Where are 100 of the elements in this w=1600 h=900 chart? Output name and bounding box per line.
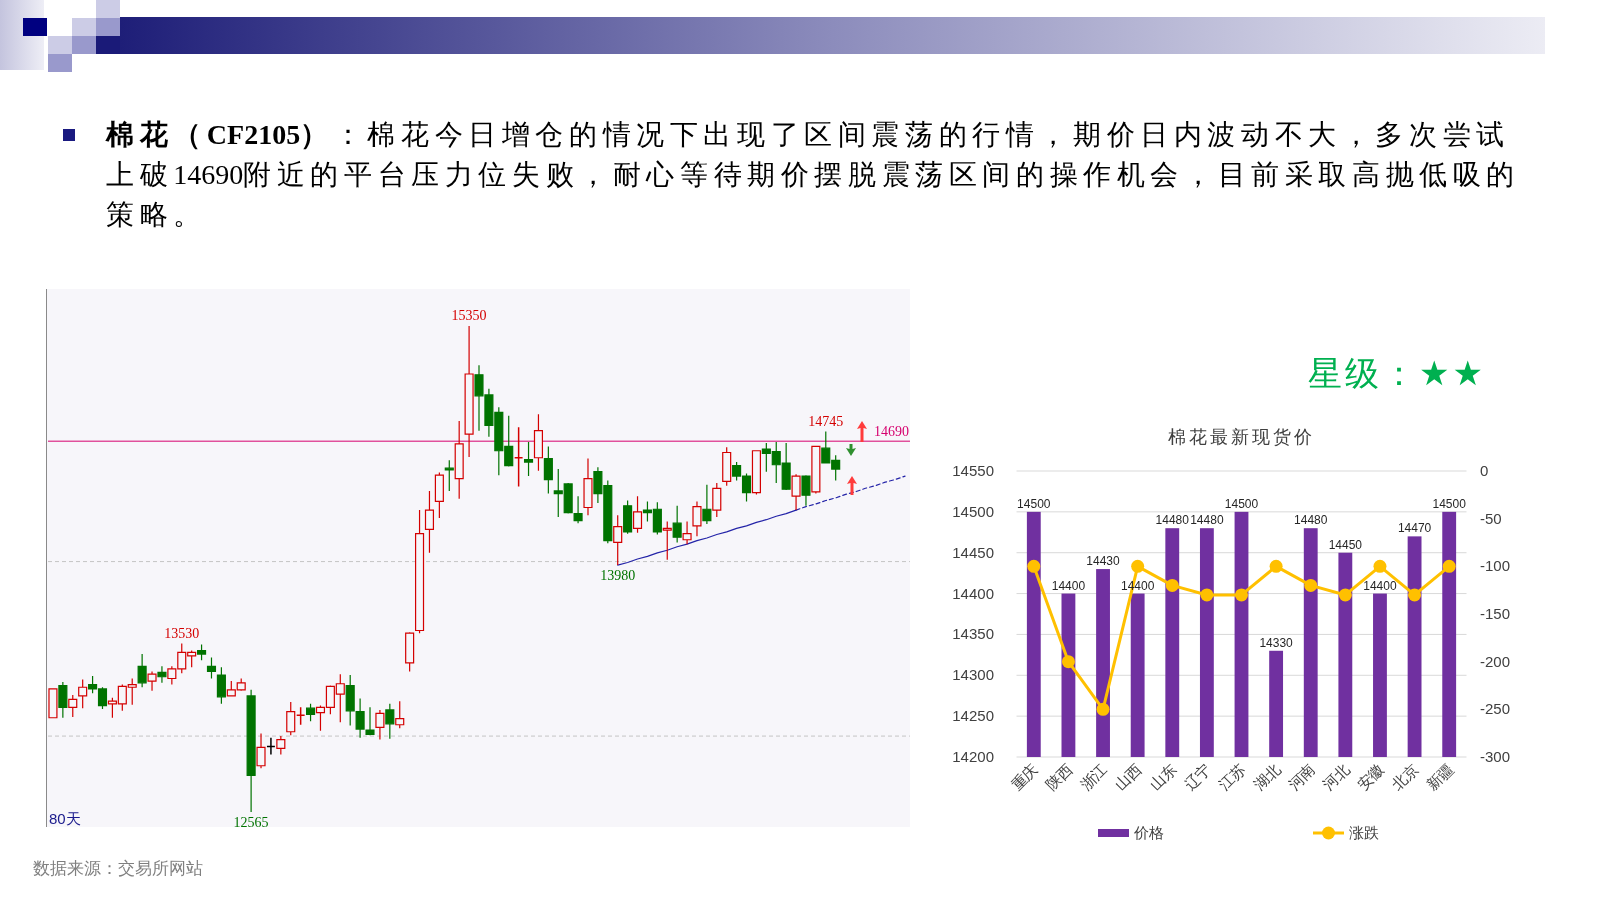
candlestick xyxy=(286,701,296,736)
point xyxy=(1442,559,1456,573)
candlestick xyxy=(751,450,761,495)
candlestick xyxy=(523,441,534,477)
y-tick-label: 14500 xyxy=(952,502,994,520)
x-tick-label: 湖北 xyxy=(1250,760,1284,794)
data-label: 14480 xyxy=(1190,513,1224,528)
x-tick-label: 河南 xyxy=(1284,760,1318,794)
data-label: 14400 xyxy=(1051,578,1086,593)
candlestick xyxy=(662,520,672,561)
candlestick xyxy=(256,732,266,769)
candlestick xyxy=(216,666,226,705)
data-label: 14400 xyxy=(1363,578,1397,593)
data-label: 14450 xyxy=(1328,537,1363,552)
x-tick-label: 山东 xyxy=(1146,760,1180,794)
x-tick-label: 山西 xyxy=(1111,760,1145,794)
point xyxy=(1338,588,1352,602)
point xyxy=(1096,702,1110,716)
y2-tick-label: -100 xyxy=(1480,557,1511,575)
ref-line-label: 14690 xyxy=(874,424,909,440)
candlestick xyxy=(58,681,68,719)
y-tick-label: 14400 xyxy=(952,584,994,602)
candlestick xyxy=(395,700,405,729)
annotation: 80天 xyxy=(49,810,81,827)
candlestick xyxy=(405,631,415,673)
x-tick-label: 河北 xyxy=(1319,760,1353,794)
point xyxy=(1200,588,1214,602)
y2-tick-label: -200 xyxy=(1480,652,1511,670)
candlestick xyxy=(712,482,722,518)
candlestick xyxy=(513,426,524,488)
point xyxy=(1131,559,1145,573)
candlestick xyxy=(137,653,147,688)
candlestick xyxy=(811,445,821,495)
candlestick xyxy=(672,505,682,543)
y-tick-label: 14250 xyxy=(952,707,994,725)
legend-label: 价格 xyxy=(1133,824,1164,841)
y2-tick-label: -50 xyxy=(1480,509,1502,527)
candlestick xyxy=(385,703,395,740)
x-tick-label: 浙江 xyxy=(1076,760,1111,794)
x-tick-label: 江苏 xyxy=(1215,760,1249,794)
data-label: 14500 xyxy=(1017,496,1051,511)
x-tick-label: 新疆 xyxy=(1423,760,1457,794)
y2-tick-label: -150 xyxy=(1480,605,1511,622)
y-tick-label: 14300 xyxy=(952,666,994,684)
x-tick-label: 重庆 xyxy=(1007,760,1041,794)
point xyxy=(1235,588,1248,602)
candlestick xyxy=(464,325,474,458)
y-tick-label: 14450 xyxy=(952,543,994,561)
candlestick xyxy=(68,694,78,718)
x-tick-label: 北京 xyxy=(1388,760,1422,794)
candlestick xyxy=(444,459,454,492)
y-tick-label: 14200 xyxy=(952,748,994,765)
y2-tick-label: 0 xyxy=(1480,462,1489,479)
candlestick xyxy=(246,689,256,813)
candlestick xyxy=(623,499,633,535)
candlestick xyxy=(197,643,207,661)
candlestick xyxy=(543,445,553,495)
text: 星级：★★ xyxy=(1308,352,1487,395)
candlestick xyxy=(454,420,464,500)
candlestick xyxy=(424,490,435,554)
data-label: 14330 xyxy=(1259,635,1294,650)
data-label: 14480 xyxy=(1294,513,1328,528)
y-tick-label: 14350 xyxy=(952,625,994,643)
candlestick xyxy=(613,514,623,566)
x-tick-label: 陕西 xyxy=(1042,760,1076,794)
candlestick xyxy=(295,706,306,726)
legend-label: 涨跌 xyxy=(1349,824,1379,841)
candlestick xyxy=(266,737,276,756)
candlestick xyxy=(414,509,425,634)
x-tick-label: 辽宁 xyxy=(1180,760,1214,794)
candlestick xyxy=(147,670,157,692)
candlestick xyxy=(533,413,544,472)
data-label: 14470 xyxy=(1397,521,1432,536)
y2-tick-label: -250 xyxy=(1480,700,1511,718)
point xyxy=(1373,559,1387,573)
candlestick xyxy=(276,735,286,756)
annotation: 13980 xyxy=(600,568,636,584)
source-note: 数据来源：交易所网站 xyxy=(33,859,203,878)
point xyxy=(1027,559,1041,573)
annotation: 12565 xyxy=(233,815,269,830)
candlestick xyxy=(206,656,217,680)
annotation: 13530 xyxy=(164,625,200,641)
point xyxy=(1408,588,1422,602)
chart-title: 棉花最新现货价 xyxy=(1168,427,1315,447)
data-label: 14500 xyxy=(1224,496,1259,511)
candlestick xyxy=(692,500,702,537)
data-label: 14500 xyxy=(1432,496,1467,511)
candlestick xyxy=(375,709,385,741)
point xyxy=(1061,655,1075,669)
candlestick xyxy=(722,446,732,487)
candlestick xyxy=(345,674,355,727)
y2-tick-label: -300 xyxy=(1480,748,1511,765)
candlestick xyxy=(801,474,811,507)
point xyxy=(1165,578,1179,592)
point xyxy=(1269,559,1283,573)
candlestick xyxy=(791,473,801,511)
annotation: 14745 xyxy=(808,413,844,429)
candlestick xyxy=(78,678,88,709)
data-label: 14430 xyxy=(1086,554,1121,569)
candlestick xyxy=(157,665,167,684)
